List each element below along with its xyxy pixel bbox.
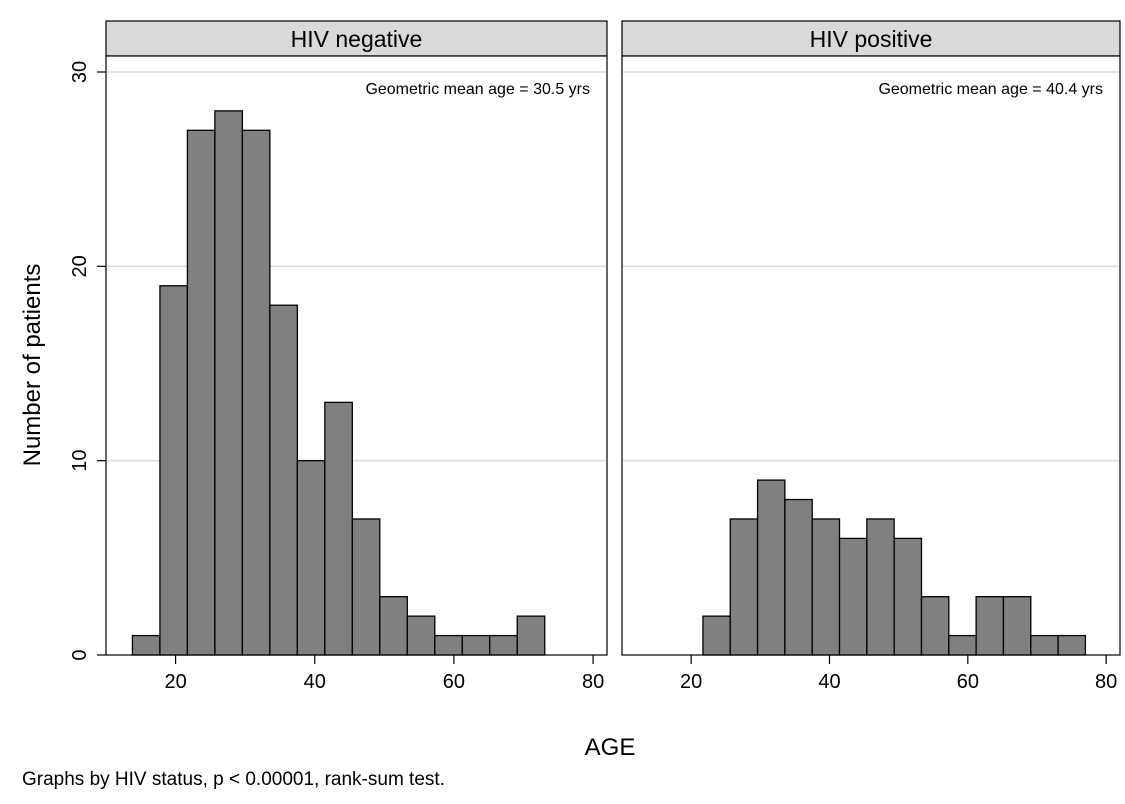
histogram-bar [159, 285, 189, 656]
x-tick-label: 60 [957, 671, 979, 693]
panel-title: HIV positive [810, 26, 933, 52]
x-tick-label: 40 [818, 671, 840, 693]
histogram-bar [214, 110, 244, 656]
x-axis-label: AGE [585, 734, 636, 761]
x-tick-label: 20 [164, 671, 186, 693]
histogram-bar [729, 518, 759, 656]
x-tick-label: 40 [304, 671, 326, 693]
histogram-bar [838, 537, 868, 656]
y-tick-label: 20 [69, 255, 91, 277]
histogram-bar [893, 537, 923, 656]
panel-title: HIV negative [291, 26, 423, 52]
histogram-bar [434, 634, 463, 656]
panel-annotation: Geometric mean age = 40.4 yrs [878, 81, 1103, 98]
histogram-bar [489, 634, 518, 656]
x-tick-label: 60 [443, 671, 465, 693]
histogram-bar [324, 401, 353, 656]
histogram-bar [516, 615, 546, 656]
histogram-bar [406, 615, 436, 656]
panel-annotation: Geometric mean age = 30.5 yrs [365, 81, 590, 98]
histogram-bar [379, 596, 408, 656]
histogram-bar [920, 596, 950, 656]
panel-1: HIV negative Geometric mean age = 30.5 yr… [69, 20, 608, 693]
y-axis-label: Number of patients [19, 264, 46, 467]
histogram-bar [1030, 634, 1059, 656]
histogram-bar [866, 518, 895, 656]
panel-strip [621, 20, 1121, 57]
y-tick-label: 0 [69, 649, 91, 660]
histogram-bar [131, 634, 161, 656]
histogram-bar [702, 615, 731, 656]
x-tick-label: 20 [680, 671, 702, 693]
histogram-bar [241, 129, 271, 656]
histogram-bar [784, 498, 813, 656]
histogram-bar [948, 634, 977, 656]
histogram-bar [756, 479, 786, 656]
panel-2: HIV positive Geometric mean age = 40.4 yr… [621, 20, 1121, 693]
y-tick-label: 10 [69, 450, 91, 472]
histogram-bar [811, 518, 841, 656]
histogram-bar [1057, 634, 1087, 656]
histogram-bar [186, 129, 216, 656]
y-tick-label: 30 [69, 61, 91, 83]
panel-strip [105, 20, 608, 57]
x-tick-label: 80 [1095, 671, 1117, 693]
histogram-bar [296, 460, 326, 656]
histogram-bar [351, 518, 381, 656]
chart-note: Graphs by HIV status, p < 0.00001, rank-… [22, 769, 445, 790]
x-tick-label: 80 [582, 671, 604, 693]
histogram-bar [461, 634, 491, 656]
panels: HIV negative Geometric mean age = 30.5 yr… [69, 20, 1121, 693]
histogram-bar [975, 596, 1005, 656]
histogram-bar [1002, 596, 1032, 656]
histogram-bar [269, 304, 299, 656]
